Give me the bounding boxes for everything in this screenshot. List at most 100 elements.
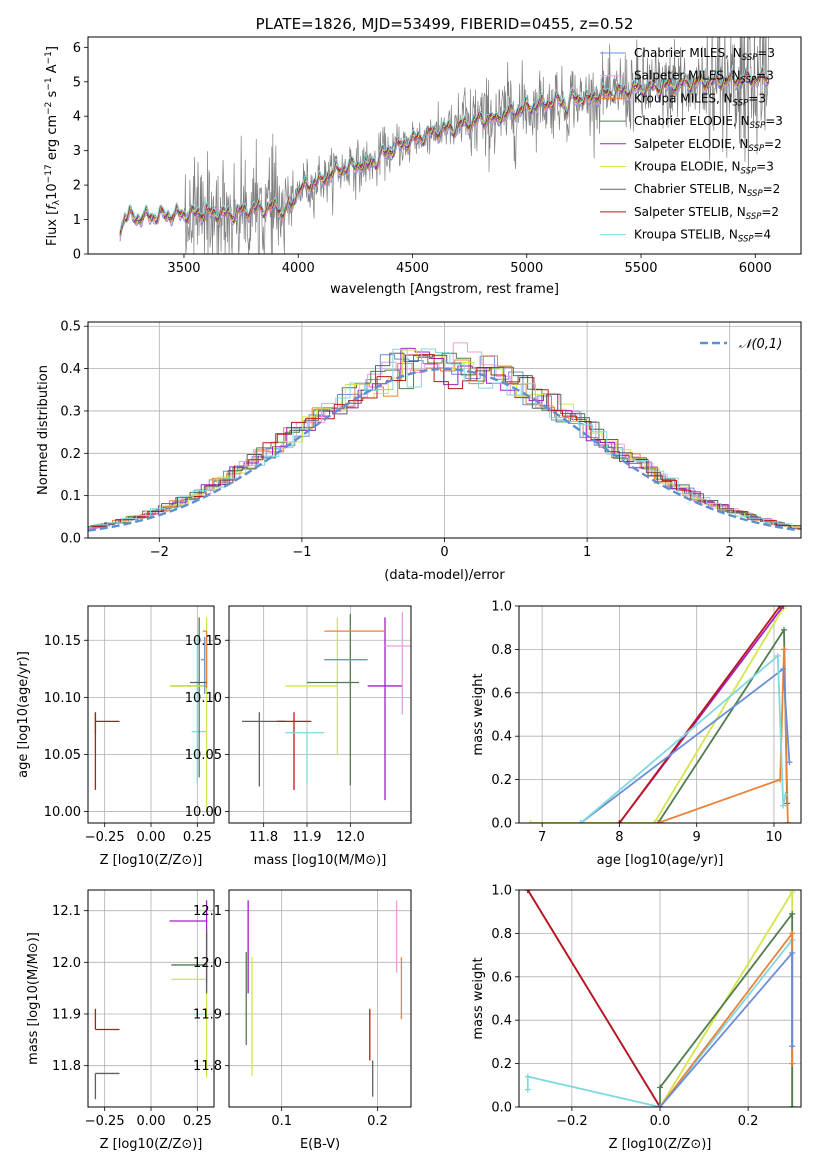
y-tick-label: 10.15 (44, 634, 81, 649)
plot-area (245, 900, 403, 1097)
chart-title: PLATE=1826, MJD=53499, FIBERID=0455, z=0… (256, 15, 634, 33)
y-tick-label: 0.4 (491, 730, 512, 745)
panel-weight-vs-Z: −0.2 0.0 0.2 0.0 0.2 0.4 0.6 0.8 1.0 (491, 884, 802, 1129)
y-tick-label: 1 (73, 213, 81, 228)
panel-weight-vs-age: 7 8 9 10 0.0 0.2 0.4 0.6 0.8 1.0 (491, 600, 802, 845)
x-tick-label: 12.0 (336, 830, 365, 845)
y-tick-label: 0.4 (491, 1014, 512, 1029)
y-axis-label-part: 10 (45, 183, 60, 200)
legend-label-end: =3 (756, 160, 774, 174)
axes-frame (87, 321, 802, 539)
plot-area (94, 900, 208, 1100)
model-line-kroupa-stelib (119, 65, 770, 231)
x-axis-label: E(B-V) (300, 1137, 340, 1152)
x-tick-label: 0.0 (650, 1114, 671, 1129)
y-axis-label: age [log10(age/yr)] (16, 651, 31, 778)
y-axis-label-part: erg cm (45, 115, 60, 164)
y-tick-label: 10.10 (185, 691, 222, 706)
axes-frame (518, 605, 802, 824)
y-tick-label: 0.4 (60, 362, 81, 377)
x-tick-label: 4500 (396, 261, 429, 276)
legend-label-text: Chabrier STELIB, N (634, 182, 747, 196)
axes-frame (518, 889, 802, 1108)
y-tick-label: 10.00 (44, 805, 81, 820)
panel-age-vs-Z: −0.25 0.00 0.25 10.00 10.05 10.10 10.15 (44, 605, 215, 845)
legend-label-sub: SSP (741, 167, 757, 177)
y-tick-label: 10.05 (185, 748, 222, 763)
y-tick-label: 0.6 (491, 970, 512, 985)
y-axis-label-part: −17 (44, 164, 54, 183)
legend-label: Salpeter ELODIE, NSSP=2 (634, 137, 782, 154)
legend-label-text: Salpeter ELODIE, N (634, 137, 748, 151)
plot-area (94, 617, 208, 812)
x-tick-label: 8 (615, 830, 623, 845)
legend-label-end: =2 (763, 182, 781, 196)
y-axis-label: mass weight (471, 957, 486, 1039)
legend-label-sub: SSP (746, 212, 762, 222)
legend-label-text: Chabrier MILES, N (634, 46, 742, 60)
y-tick-label: 11.8 (52, 1059, 81, 1074)
legend-label-end: =3 (748, 91, 766, 105)
legend-label-end: =3 (756, 69, 774, 83)
x-tick-label: 0.00 (137, 830, 166, 845)
legend-label-sub: SSP (741, 76, 757, 86)
spectrum-data-line (119, 37, 769, 254)
legend-label-sub: SSP (733, 98, 749, 108)
panel-spectrum: 3500 4000 4500 5000 5500 6000 0 1 2 3 4 5 6 (73, 36, 802, 276)
x-axis-label: wavelength [Angstrom, rest frame] (330, 282, 559, 297)
y-tick-label: 10.00 (185, 805, 222, 820)
y-tick-label: 0.8 (491, 927, 512, 942)
weight-line-kroupa-elodie (530, 607, 785, 823)
axes-frame (87, 605, 215, 824)
y-tick-label: 10.15 (185, 634, 222, 649)
histogram-salpeter-elodie (88, 347, 801, 529)
legend-label: Kroupa ELODIE, NSSP=3 (634, 160, 774, 177)
legend-label-sub: SSP (747, 189, 763, 199)
y-tick-label: 0.0 (60, 532, 81, 547)
y-tick-label: 0.8 (491, 643, 512, 658)
legend-label-sub: SSP (738, 235, 754, 245)
legend-label-text: Salpeter STELIB, N (634, 205, 746, 219)
weight-line-chabrier-miles (659, 952, 794, 1107)
x-axis-label: mass [log10(M/M⊙)] (254, 853, 387, 868)
weight-line-chabrier-miles (580, 668, 791, 823)
y-tick-label: 0.0 (491, 817, 512, 832)
x-tick-label: 6000 (739, 261, 772, 276)
axes-frame (87, 889, 215, 1108)
axes-frame (228, 889, 412, 1108)
y-axis-label-part: −1 (44, 77, 54, 90)
y-axis-label-part: −1 (44, 51, 54, 64)
legend-label: Chabrier MILES, NSSP=3 (634, 46, 775, 63)
histogram-kroupa-stelib (93, 348, 801, 529)
x-tick-label: 3500 (167, 261, 200, 276)
plot-area (119, 37, 770, 254)
y-tick-label: 0.3 (60, 404, 81, 419)
y-tick-label: 1.0 (491, 600, 512, 615)
x-tick-label: 11.8 (249, 830, 278, 845)
panel-mass-vs-EBV: 0.1 0.2 11.8 11.9 12.0 12.1 (193, 889, 412, 1129)
x-tick-label: 9 (693, 830, 701, 845)
axes-frame (228, 605, 412, 824)
y-tick-label: 10.10 (44, 691, 81, 706)
x-tick-label: −1 (292, 545, 311, 560)
y-tick-label: 11.9 (52, 1008, 81, 1023)
legend-label: Kroupa STELIB, NSSP=4 (634, 228, 771, 245)
x-tick-label: −0.2 (556, 1114, 588, 1129)
y-axis-label-part: s (45, 90, 60, 101)
weight-line-kroupa-miles (657, 648, 789, 823)
x-axis-label: age [log10(age/yr)] (597, 853, 724, 868)
y-tick-label: 0.2 (491, 773, 512, 788)
plot-area (88, 342, 801, 532)
y-tick-label: 12.0 (193, 956, 222, 971)
y-tick-label: 1.0 (491, 884, 512, 899)
legend-label-sub: SSP (742, 53, 758, 63)
legend-label-text: Chabrier ELODIE, N (634, 114, 750, 128)
weight-line-chabrier-elodie (657, 628, 788, 823)
y-tick-label: 6 (73, 41, 81, 56)
y-tick-label: 2 (73, 179, 81, 194)
x-axis-label: Z [log10(Z/Z⊙)] (100, 853, 203, 868)
x-tick-label: −0.25 (85, 830, 125, 845)
y-tick-label: 10.05 (44, 748, 81, 763)
